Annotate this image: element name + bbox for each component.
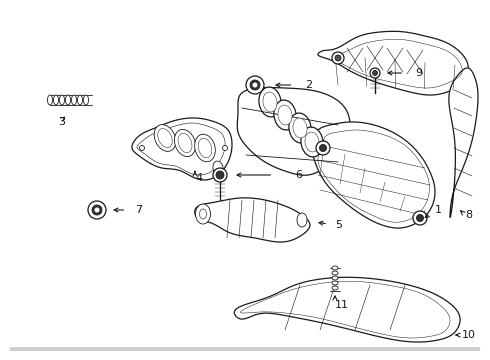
Ellipse shape — [213, 168, 227, 182]
Ellipse shape — [222, 145, 227, 150]
Ellipse shape — [316, 141, 330, 155]
Ellipse shape — [332, 281, 338, 285]
Ellipse shape — [332, 52, 344, 64]
Text: 2: 2 — [305, 80, 312, 90]
Ellipse shape — [59, 95, 65, 105]
Polygon shape — [237, 87, 350, 175]
Ellipse shape — [88, 201, 106, 219]
Ellipse shape — [335, 55, 341, 61]
Ellipse shape — [66, 95, 71, 105]
Polygon shape — [312, 122, 435, 228]
Text: 11: 11 — [335, 300, 349, 310]
Ellipse shape — [370, 68, 380, 78]
Polygon shape — [132, 118, 232, 180]
Ellipse shape — [332, 286, 338, 290]
Ellipse shape — [246, 76, 264, 94]
Polygon shape — [195, 198, 310, 242]
Text: 3: 3 — [58, 117, 65, 127]
Ellipse shape — [372, 71, 377, 76]
Ellipse shape — [178, 133, 192, 153]
Ellipse shape — [293, 118, 307, 138]
Ellipse shape — [83, 95, 89, 105]
Ellipse shape — [140, 145, 145, 150]
Text: 8: 8 — [465, 210, 472, 220]
Ellipse shape — [297, 213, 307, 227]
Ellipse shape — [413, 211, 427, 225]
Ellipse shape — [274, 100, 296, 130]
Text: 4: 4 — [195, 173, 202, 183]
Ellipse shape — [95, 207, 99, 212]
Text: 5: 5 — [335, 220, 342, 230]
Ellipse shape — [278, 105, 292, 125]
Ellipse shape — [301, 127, 323, 157]
Ellipse shape — [92, 205, 102, 215]
Polygon shape — [234, 277, 460, 342]
Ellipse shape — [72, 95, 76, 105]
Ellipse shape — [332, 271, 338, 275]
Ellipse shape — [48, 95, 52, 105]
Ellipse shape — [154, 125, 176, 151]
Ellipse shape — [195, 134, 215, 162]
Ellipse shape — [289, 113, 311, 143]
Ellipse shape — [77, 95, 82, 105]
Ellipse shape — [252, 82, 258, 87]
Text: 7: 7 — [135, 205, 142, 215]
Text: 6: 6 — [295, 170, 302, 180]
Ellipse shape — [199, 209, 206, 219]
Polygon shape — [449, 68, 478, 217]
Ellipse shape — [196, 204, 211, 224]
Text: 9: 9 — [415, 68, 422, 78]
Ellipse shape — [53, 95, 58, 105]
Ellipse shape — [158, 129, 172, 148]
Text: 1: 1 — [435, 205, 442, 215]
Ellipse shape — [250, 80, 260, 90]
Ellipse shape — [416, 215, 423, 221]
Ellipse shape — [263, 92, 277, 112]
Ellipse shape — [198, 138, 212, 158]
Ellipse shape — [319, 144, 326, 152]
Ellipse shape — [332, 266, 338, 270]
Ellipse shape — [259, 87, 281, 117]
Ellipse shape — [213, 161, 223, 175]
Ellipse shape — [174, 129, 196, 157]
Ellipse shape — [332, 276, 338, 280]
Ellipse shape — [216, 171, 224, 179]
Polygon shape — [318, 31, 468, 95]
Text: 10: 10 — [462, 330, 476, 340]
Ellipse shape — [305, 132, 319, 152]
